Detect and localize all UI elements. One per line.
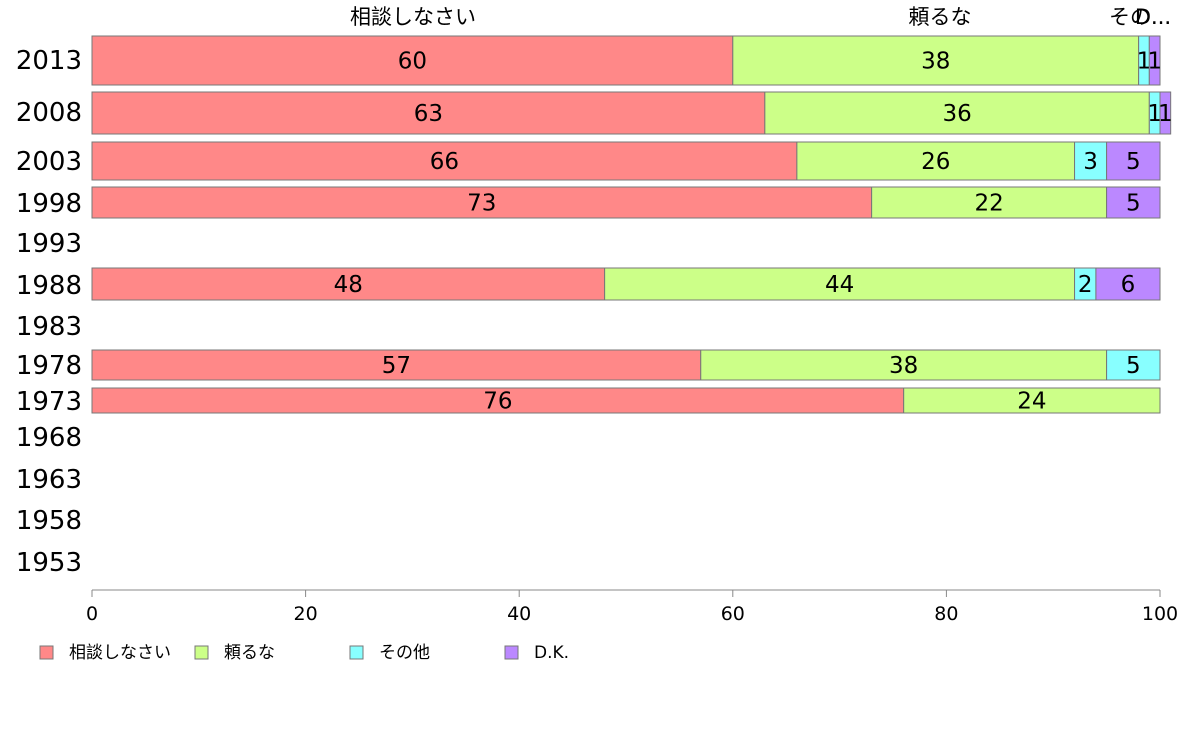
y-tick-label: 2008 bbox=[16, 98, 82, 128]
data-label: 22 bbox=[974, 191, 1003, 217]
bar-segment bbox=[871, 186, 1108, 219]
y-tick-label: 1998 bbox=[16, 189, 82, 219]
y-tick-label: 1988 bbox=[16, 271, 82, 301]
data-label: 5 bbox=[1126, 353, 1141, 379]
bar-segment bbox=[91, 141, 798, 181]
data-label: 3 bbox=[1083, 149, 1098, 175]
data-label: 1 bbox=[1158, 101, 1173, 127]
data-label: 26 bbox=[921, 149, 950, 175]
series-header-labels: 相談しなさい 頼るな その...D... bbox=[350, 5, 1171, 29]
bar-segment bbox=[91, 186, 873, 219]
data-label: 1 bbox=[1147, 101, 1162, 127]
data-label: 1 bbox=[1147, 49, 1162, 75]
bar-segment bbox=[1106, 349, 1161, 381]
x-tick-label: 60 bbox=[721, 603, 745, 625]
bar-segment bbox=[700, 349, 1108, 381]
data-label: 73 bbox=[467, 191, 496, 217]
legend-swatch bbox=[504, 645, 519, 660]
legend-label: D.K. bbox=[534, 643, 569, 663]
y-tick-label: 1973 bbox=[16, 387, 82, 417]
y-tick-label: 1978 bbox=[16, 351, 82, 381]
bar-segment bbox=[91, 387, 905, 414]
bar-segment bbox=[1106, 186, 1161, 219]
data-label: 38 bbox=[921, 49, 950, 75]
y-tick-label: 1968 bbox=[16, 423, 82, 453]
bar-segment bbox=[604, 267, 1076, 301]
y-tick-label: 1958 bbox=[16, 506, 82, 536]
legend-swatch bbox=[39, 645, 54, 660]
legend-label: 相談しなさい bbox=[69, 643, 171, 663]
data-label: 6 bbox=[1121, 272, 1136, 298]
data-label: 2 bbox=[1078, 272, 1093, 298]
data-label: 44 bbox=[825, 272, 854, 298]
y-tick-label: 1963 bbox=[16, 465, 82, 495]
x-axis: 0 20 40 60 80 100 bbox=[86, 589, 1178, 625]
data-label: 36 bbox=[942, 101, 971, 127]
bar-segment bbox=[796, 141, 1076, 181]
bar-segment bbox=[732, 35, 1140, 86]
bar-segment bbox=[91, 349, 702, 381]
data-label: 60 bbox=[398, 49, 427, 75]
bar-segment bbox=[1074, 141, 1108, 181]
x-tick-label: 80 bbox=[934, 603, 958, 625]
x-tick-label: 100 bbox=[1142, 603, 1178, 625]
data-label: 38 bbox=[889, 353, 918, 379]
y-tick-label: 1953 bbox=[16, 548, 82, 578]
y-axis-labels: 2013 2008 2003 1998 1993 1988 1983 1978 1973 1968… bbox=[16, 46, 82, 578]
legend: 相談しなさい 頼るな その他 D.K. bbox=[39, 643, 569, 663]
bar-segment bbox=[1148, 35, 1161, 86]
data-label: 24 bbox=[1017, 389, 1046, 415]
data-label: 76 bbox=[483, 389, 512, 415]
data-label: 1 bbox=[1137, 49, 1152, 75]
y-tick-label: 2003 bbox=[16, 147, 82, 177]
bar-segment bbox=[1159, 91, 1172, 135]
series-header-label: D... bbox=[1135, 5, 1171, 29]
data-label: 48 bbox=[334, 272, 363, 298]
data-label: 5 bbox=[1126, 149, 1141, 175]
data-label: 66 bbox=[430, 149, 459, 175]
legend-label: 頼るな bbox=[224, 643, 275, 663]
x-tick-label: 40 bbox=[507, 603, 531, 625]
bar-segment bbox=[91, 35, 734, 86]
y-tick-label: 1993 bbox=[16, 229, 82, 259]
x-tick-label: 0 bbox=[86, 603, 98, 625]
bar-segment bbox=[1095, 267, 1161, 301]
data-label: 63 bbox=[414, 101, 443, 127]
data-label: 5 bbox=[1126, 191, 1141, 217]
series-header-label: 相談しなさい bbox=[350, 5, 476, 29]
legend-swatch bbox=[349, 645, 364, 660]
x-tick-label: 20 bbox=[294, 603, 318, 625]
bar-segment bbox=[1106, 141, 1161, 181]
series-header-label: その... bbox=[1109, 5, 1171, 29]
legend-swatch bbox=[194, 645, 209, 660]
legend-label: その他 bbox=[379, 643, 430, 663]
data-label: 57 bbox=[382, 353, 411, 379]
series-header-label: 頼るな bbox=[909, 5, 972, 29]
bar-segment bbox=[903, 387, 1161, 414]
y-tick-label: 2013 bbox=[16, 46, 82, 76]
y-tick-label: 1983 bbox=[16, 312, 82, 342]
